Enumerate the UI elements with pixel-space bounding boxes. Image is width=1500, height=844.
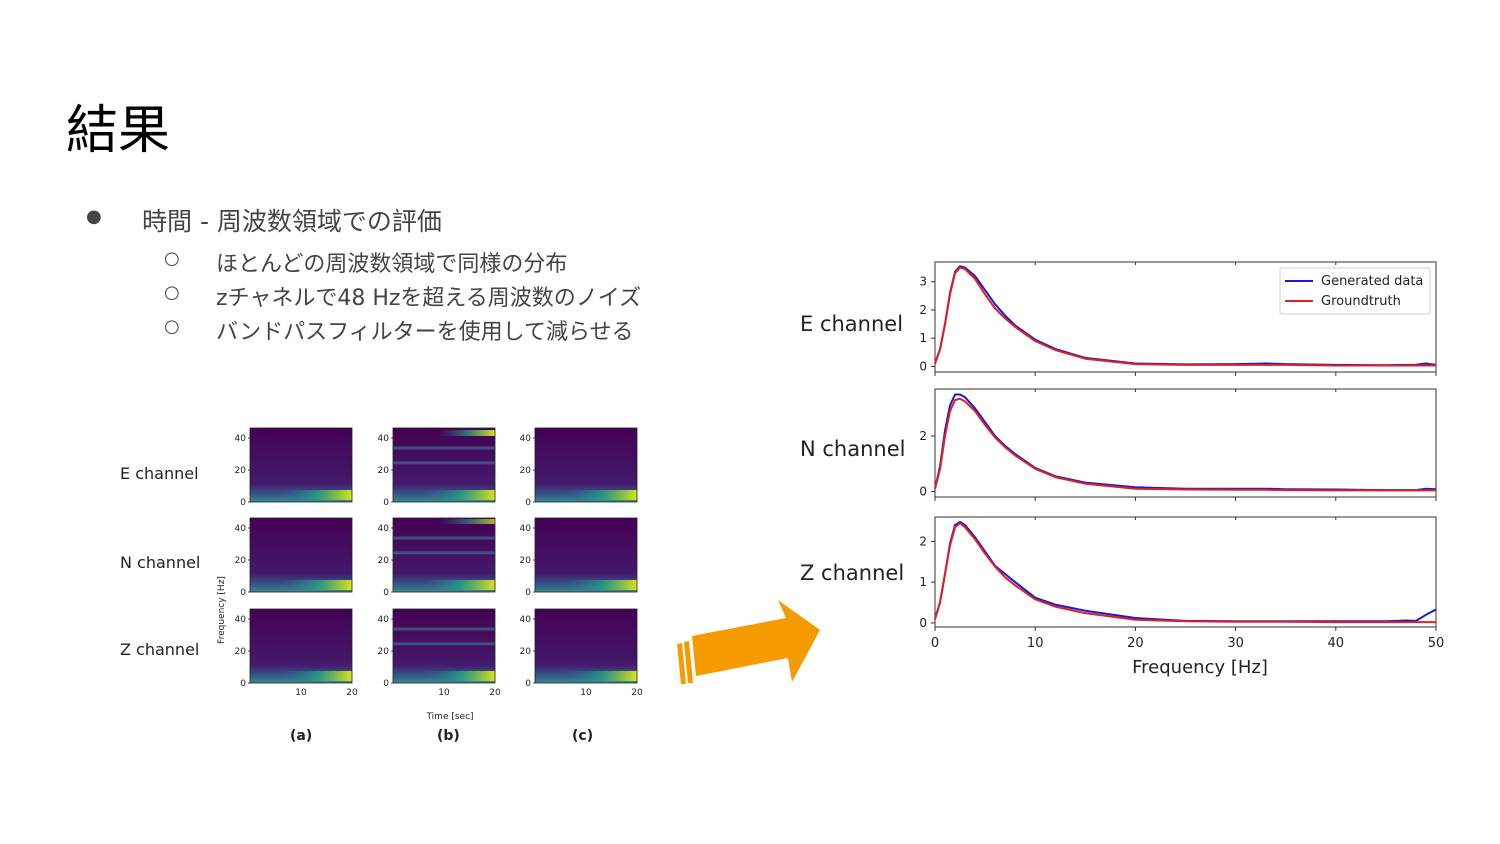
sub-bullet-text: バンドパスフィルターを使用して減らせる (216, 320, 634, 345)
y-tick-label: 0 (919, 484, 927, 498)
spec-xlabel: Time [sec] (425, 712, 473, 720)
spec-ytick-label: 0 (383, 679, 389, 689)
spec-xtick-label: 20 (346, 688, 358, 698)
x-tick-label: 30 (1227, 636, 1244, 651)
spec-ytick-label: 40 (235, 524, 247, 534)
spec-ytick-label: 40 (378, 434, 390, 444)
spec-ytick-label: 20 (378, 556, 390, 566)
legend: Generated data Groundtruth (1279, 267, 1431, 315)
spec-xtick-label: 20 (631, 688, 643, 698)
x-tick-label: 20 (1127, 636, 1144, 651)
arrow-right-icon (677, 600, 820, 684)
spec-ytick-label: 0 (240, 588, 246, 598)
spec-ytick-label: 40 (235, 434, 247, 444)
spectrogram-cell: 0 20 40 (520, 517, 638, 598)
panel-label-a: (a) (290, 728, 313, 744)
sub-bullet-text: ほとんどの周波数領域で同様の分布 (216, 252, 568, 277)
x-tick-label: 10 (1027, 636, 1044, 651)
spec-ytick-label: 20 (378, 466, 390, 476)
spec-ytick-label: 20 (520, 466, 532, 476)
spec-ytick-label: 40 (378, 615, 390, 625)
spectrogram-cell: 0 20 40 (520, 427, 638, 508)
series-line-groundtruth (934, 266, 1436, 367)
y-tick-label: 2 (919, 429, 927, 443)
spec-ytick-label: 20 (520, 647, 532, 657)
spec-xtick-label: 10 (295, 688, 307, 698)
legend-box (1279, 267, 1431, 315)
hollow-circle-icon: ○ (164, 248, 180, 269)
legend-label-groundtruth: Groundtruth (1321, 294, 1401, 309)
spec-row-label-z: Z channel (120, 640, 200, 659)
y-tick-label: 0 (919, 359, 927, 373)
spec-ytick-label: 40 (520, 524, 532, 534)
y-tick-label: 2 (919, 303, 927, 317)
y-tick-label: 3 (919, 275, 927, 289)
spec-ytick-label: 0 (383, 498, 389, 508)
spec-xtick-label: 10 (580, 688, 592, 698)
spec-ytick-label: 0 (240, 679, 246, 689)
panel-label-c: (c) (572, 728, 594, 744)
spec-xtick-label: 20 (489, 688, 501, 698)
spectrogram-cell: 0 20 40 (378, 517, 496, 598)
spec-row-label-n: N channel (120, 553, 201, 572)
panel-label-b: (b) (437, 728, 460, 744)
y-tick-label: 0 (919, 616, 927, 630)
spec-ytick-label: 0 (525, 679, 531, 689)
spec-xtick-label: 10 (438, 688, 450, 698)
sub-bullet-text: zチャネルで48 Hzを超える周波数のノイズ (216, 286, 642, 311)
spec-ytick-label: 0 (525, 588, 531, 598)
spec-ytick-label: 0 (525, 498, 531, 508)
spec-ytick-label: 40 (378, 524, 390, 534)
bullet-text: 時間 - 周波数領域での評価 (142, 207, 442, 236)
x-tick-label: 50 (1428, 636, 1445, 651)
psd-label-z: Z channel (800, 561, 905, 585)
psd-panel: 02 (919, 388, 1437, 501)
hollow-circle-icon: ○ (164, 316, 180, 337)
series-line-groundtruth (934, 397, 1436, 492)
spec-ytick-label: 20 (520, 556, 532, 566)
spectrogram-cell: 0 20 40 10 20 (235, 608, 358, 698)
spec-ytick-label: 0 (383, 588, 389, 598)
spec-ytick-label: 20 (378, 647, 390, 657)
x-tick-label: 0 (931, 636, 939, 651)
axes-frame (934, 516, 1437, 628)
psd-label-n: N channel (800, 437, 906, 461)
y-tick-label: 1 (919, 575, 927, 589)
y-tick-label: 1 (919, 331, 927, 345)
legend-label-generated: Generated data (1321, 274, 1423, 289)
spec-ytick-label: 0 (240, 498, 246, 508)
x-axis-label: Frequency [Hz] (1132, 657, 1268, 678)
spec-ytick-label: 20 (235, 556, 247, 566)
spectrogram-cell: 0 20 40 10 20 (378, 608, 501, 698)
spec-ytick-label: 40 (520, 615, 532, 625)
x-tick-label: 40 (1328, 636, 1345, 651)
spec-ytick-label: 20 (235, 466, 247, 476)
spectrogram-cell: 0 20 40 10 20 (520, 608, 643, 698)
spectrogram-cell: 0 20 40 (235, 427, 353, 508)
psd-label-e: E channel (800, 312, 904, 336)
slide-title: 結果 (66, 101, 171, 161)
spec-ytick-label: 40 (235, 615, 247, 625)
spectrogram-cell: 0 20 40 (378, 427, 496, 508)
spec-ytick-label: 40 (520, 434, 532, 444)
axes-frame (934, 388, 1437, 498)
series-line-groundtruth (934, 522, 1436, 624)
spectrogram-cell: 0 20 40 (235, 517, 353, 598)
hollow-circle-icon: ○ (164, 282, 180, 303)
bullet-dot-icon: ● (86, 206, 102, 227)
spec-ylabel: Frequency [Hz] (217, 576, 227, 644)
y-tick-label: 2 (919, 534, 927, 548)
spec-row-label-e: E channel (120, 464, 199, 483)
spec-ytick-label: 20 (235, 647, 247, 657)
